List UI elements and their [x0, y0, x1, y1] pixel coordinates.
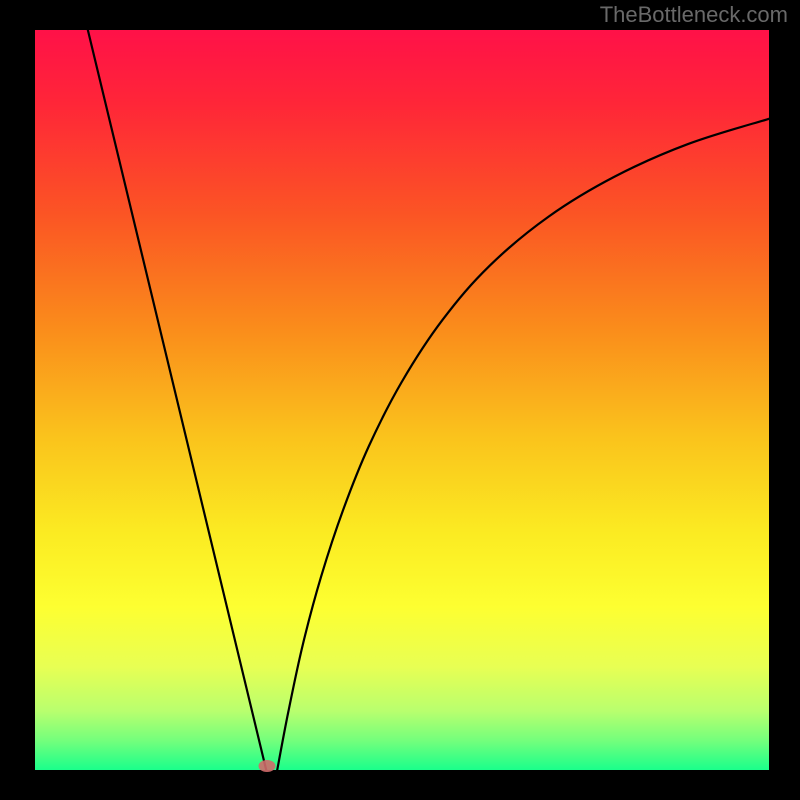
- chart-plot-area: [35, 30, 769, 770]
- bottleneck-curve: [35, 30, 769, 770]
- watermark-text: TheBottleneck.com: [600, 2, 788, 28]
- optimum-marker: [258, 760, 275, 772]
- chart-frame: TheBottleneck.com: [0, 0, 800, 800]
